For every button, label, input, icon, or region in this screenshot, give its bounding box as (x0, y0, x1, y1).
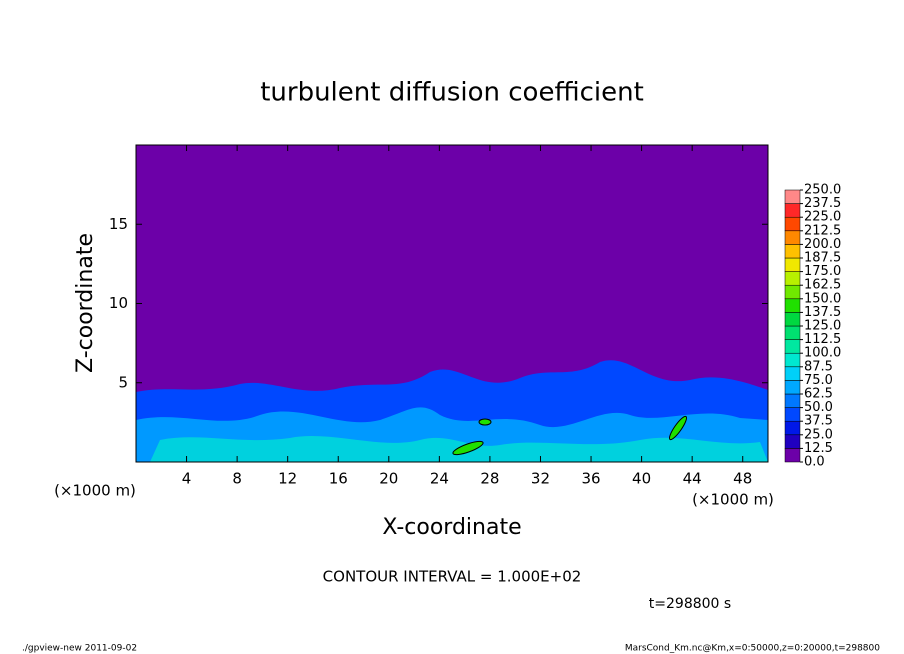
field (136, 145, 768, 462)
colorbar-label: 187.5 (804, 251, 841, 266)
colorbar-label: 137.5 (804, 305, 841, 320)
colorbar-cell (784, 189, 801, 204)
x-tick-label: 44 (683, 470, 702, 488)
x-tick-label: 8 (232, 470, 242, 488)
x-tick-label: 36 (581, 470, 600, 488)
colorbar-label: 0.0 (804, 455, 825, 470)
x-tick-label: 28 (480, 470, 499, 488)
colorbar-label: 212.5 (804, 223, 841, 238)
colorbar-cell (784, 244, 801, 259)
x-tick-label: 32 (531, 470, 550, 488)
colorbar-label: 200.0 (804, 237, 841, 252)
colorbar-label: 37.5 (804, 414, 833, 429)
colorbar-cell (784, 325, 801, 340)
y-axis-label: Z-coordinate (73, 233, 98, 373)
colorbar-cell (784, 366, 801, 381)
colorbar-label: 225.0 (804, 210, 841, 225)
colorbar-label: 125.0 (804, 319, 841, 334)
colorbar-cell (784, 407, 801, 422)
colorbar-cell (784, 257, 801, 272)
colorbar-cell (784, 380, 801, 395)
footer-left: ./gpview-new 2011-09-02 (22, 644, 137, 654)
colorbar-cell (784, 298, 801, 313)
y-tick-label: 15 (109, 215, 128, 233)
x-tick-label: 40 (632, 470, 651, 488)
y-unit: (×1000 m) (692, 491, 774, 509)
time-label: t=298800 s (649, 596, 731, 612)
colorbar-label: 87.5 (804, 359, 833, 374)
colorbar-label: 12.5 (804, 441, 833, 456)
contour-blob (452, 440, 484, 456)
colorbar-cell (784, 393, 801, 408)
chart-title: turbulent diffusion coefficient (260, 78, 644, 108)
y-tick-label: 5 (118, 373, 128, 391)
contour-interval: CONTOUR INTERVAL = 1.000E+02 (323, 568, 582, 586)
colorbar-label: 162.5 (804, 278, 841, 293)
colorbar-label: 112.5 (804, 332, 841, 347)
colorbar-label: 75.0 (804, 373, 833, 388)
colorbar-cell (784, 434, 801, 449)
colorbar-label: 62.5 (804, 387, 833, 402)
x-tick-label: 24 (430, 470, 449, 488)
colorbar-cell (784, 420, 801, 436)
colorbar-label: 150.0 (804, 291, 841, 306)
colorbar-cell (784, 203, 801, 218)
footer-right: MarsCond_Km.nc@Km,x=0:50000,z=0:20000,t=… (625, 644, 880, 654)
colorbar-cell (784, 284, 801, 300)
x-tick-label: 4 (182, 470, 192, 488)
colorbar-cell (784, 448, 801, 463)
colorbar-cell (784, 312, 801, 327)
colorbar-cell (784, 230, 801, 245)
colorbar-cell (784, 352, 801, 368)
x-unit: (×1000 m) (54, 482, 136, 500)
colorbar-label: 175.0 (804, 264, 841, 279)
colorbar-label: 250.0 (804, 183, 841, 198)
colorbar-label: 100.0 (804, 346, 841, 361)
colorbar-label: 237.5 (804, 196, 841, 211)
contour-blob (668, 415, 688, 441)
x-tick-label: 12 (278, 470, 297, 488)
contour-blob (478, 418, 492, 426)
x-tick-label: 16 (329, 470, 348, 488)
y-tick-label: 10 (109, 294, 128, 312)
colorbar-label: 25.0 (804, 427, 833, 442)
x-axis-label: X-coordinate (382, 515, 521, 540)
colorbar-label: 50.0 (804, 400, 833, 415)
colorbar-cell (784, 271, 801, 286)
x-tick-label: 48 (733, 470, 752, 488)
colorbar-cell (784, 339, 801, 354)
colorbar-cell (784, 216, 801, 232)
x-tick-label: 20 (379, 470, 398, 488)
